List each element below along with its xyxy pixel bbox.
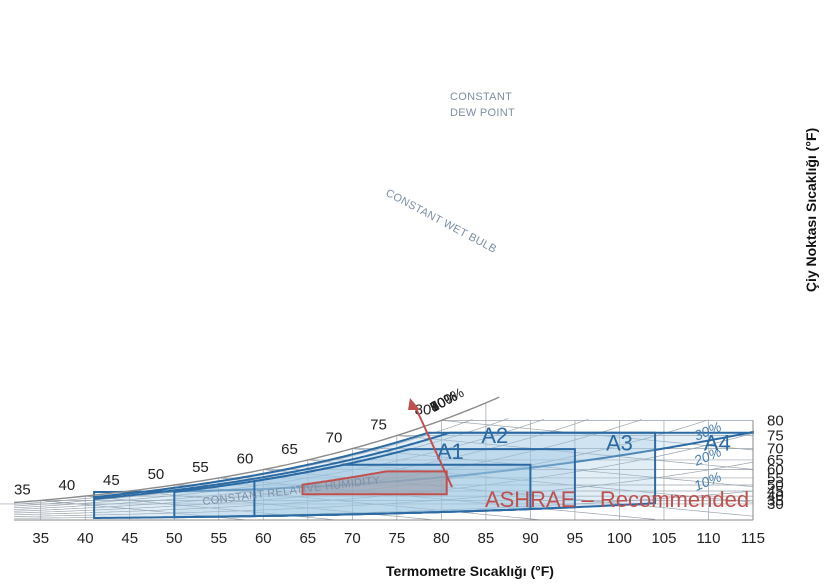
saturation-tick-label: 40	[59, 477, 76, 494]
ashrae-arrow-head	[408, 398, 420, 410]
rh-gridline	[13, 461, 754, 517]
x-tick-label: 85	[478, 530, 495, 547]
y-tick-label: 50	[767, 477, 784, 494]
chart-frame	[13, 396, 754, 521]
ashrae-arrow	[413, 403, 453, 488]
saturation-tick-label: 75	[370, 417, 387, 434]
x-axis-title: Termometre Sıcaklığı (°F)	[386, 563, 554, 579]
x-tick-label: 90	[522, 530, 539, 547]
constant-dew-point-label-2: DEW POINT	[450, 107, 515, 119]
wet-bulb-gridline	[441, 420, 754, 451]
x-tick-label: 95	[567, 530, 584, 547]
ashrae-recommended-label: ASHRAE – Recommended	[485, 487, 749, 512]
y-tick-label: 35	[767, 492, 784, 509]
saturation-tick-label: 45	[103, 472, 120, 489]
saturation-tick-label: 70	[326, 430, 343, 447]
rh-gridline	[13, 418, 544, 509]
x-tick-label: 45	[121, 530, 138, 547]
y-tick-label: 40	[767, 488, 784, 505]
y-tick-label: 80	[767, 412, 784, 429]
saturation-curve	[13, 396, 500, 504]
y-tick-label: 55	[767, 470, 784, 487]
y-tick-label: 75	[767, 428, 784, 445]
x-tick-label: 40	[77, 530, 94, 547]
x-tick-label: 65	[299, 530, 316, 547]
y-tick-label: 30	[767, 496, 784, 513]
zone-label-a2: A2	[481, 423, 508, 448]
rh-gridline	[13, 432, 754, 516]
saturation-tick-label: 55	[192, 459, 209, 476]
x-tick-label: 75	[389, 530, 406, 547]
constant-wet-bulb-label: CONSTANT WET BULB	[384, 187, 499, 256]
saturation-tick-label: 50	[148, 466, 165, 483]
x-tick-label: 60	[255, 530, 272, 547]
zone-label-a1: A1	[437, 439, 464, 464]
x-tick-label: 110	[697, 530, 721, 547]
x-tick-label: 55	[210, 530, 227, 547]
x-tick-label: 70	[344, 530, 361, 547]
ashrae-recommended-region	[301, 470, 448, 496]
wet-bulb-gridline	[352, 448, 754, 488]
x-tick-label: 105	[651, 530, 676, 547]
wet-bulb-gridline	[218, 477, 656, 520]
y-tick-label: 60	[767, 462, 784, 479]
rh-gridline	[13, 418, 589, 510]
constant-dew-point-label: CONSTANT	[450, 91, 512, 103]
ashrae-recommended-polygon	[301, 470, 448, 496]
y-tick-label: 65	[767, 452, 784, 469]
y-tick-label: 70	[767, 441, 784, 458]
x-tick-label: 35	[32, 530, 49, 547]
saturation-tick-label: 65	[281, 441, 298, 458]
x-tick-label: 100	[607, 530, 632, 547]
wet-bulb-gridline	[129, 490, 433, 521]
y-tick-label: 45	[767, 483, 784, 500]
zone-label-a4: A4	[704, 430, 731, 455]
saturation-tick-label: 60	[237, 451, 254, 468]
zone-label-a3: A3	[606, 430, 633, 455]
x-tick-label: 115	[741, 530, 765, 547]
y-axis-title: Çiy Noktası Sıcaklığı (°F)	[803, 128, 819, 292]
x-tick-label: 50	[166, 530, 183, 547]
saturation-tick-label: 35	[14, 481, 31, 498]
x-tick-label: 80	[433, 530, 450, 547]
